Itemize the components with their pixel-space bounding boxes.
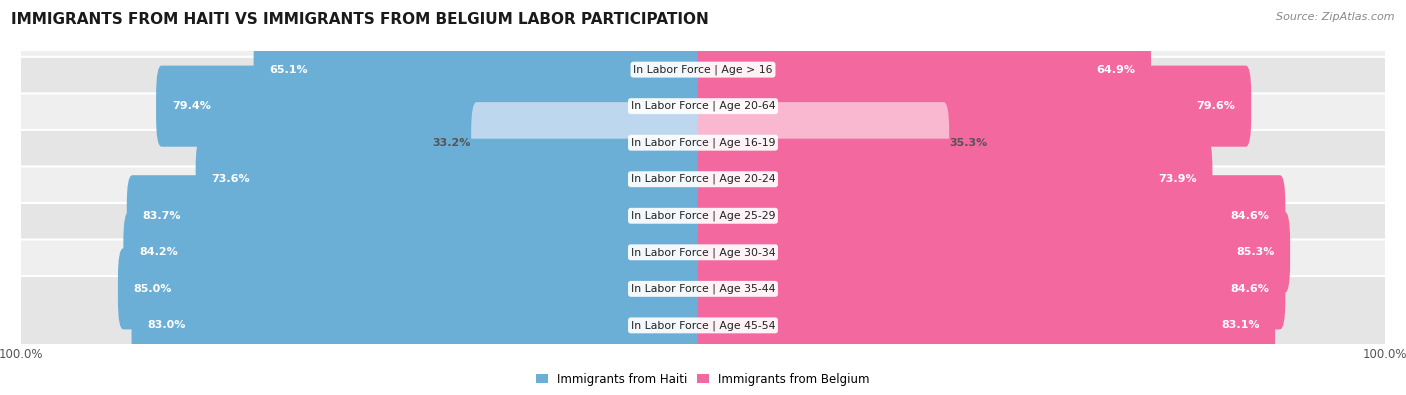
FancyBboxPatch shape xyxy=(195,139,709,220)
FancyBboxPatch shape xyxy=(697,248,1285,329)
Text: In Labor Force | Age 25-29: In Labor Force | Age 25-29 xyxy=(631,211,775,221)
Text: 35.3%: 35.3% xyxy=(949,138,987,148)
FancyBboxPatch shape xyxy=(14,20,1392,119)
FancyBboxPatch shape xyxy=(124,212,709,293)
FancyBboxPatch shape xyxy=(253,29,709,110)
Text: 83.1%: 83.1% xyxy=(1220,320,1260,330)
FancyBboxPatch shape xyxy=(14,203,1392,302)
FancyBboxPatch shape xyxy=(14,130,1392,229)
Text: 64.9%: 64.9% xyxy=(1097,65,1135,75)
FancyBboxPatch shape xyxy=(697,29,1152,110)
Text: 73.9%: 73.9% xyxy=(1159,174,1197,184)
FancyBboxPatch shape xyxy=(118,248,709,329)
Text: 73.6%: 73.6% xyxy=(211,174,250,184)
Text: 65.1%: 65.1% xyxy=(270,65,308,75)
FancyBboxPatch shape xyxy=(156,66,709,147)
FancyBboxPatch shape xyxy=(14,276,1392,375)
FancyBboxPatch shape xyxy=(14,239,1392,338)
FancyBboxPatch shape xyxy=(132,285,709,366)
Text: 85.0%: 85.0% xyxy=(134,284,172,294)
Text: 83.7%: 83.7% xyxy=(142,211,181,221)
FancyBboxPatch shape xyxy=(697,175,1285,256)
Text: 84.2%: 84.2% xyxy=(139,247,177,257)
FancyBboxPatch shape xyxy=(14,93,1392,192)
Text: IMMIGRANTS FROM HAITI VS IMMIGRANTS FROM BELGIUM LABOR PARTICIPATION: IMMIGRANTS FROM HAITI VS IMMIGRANTS FROM… xyxy=(11,12,709,27)
FancyBboxPatch shape xyxy=(697,285,1275,366)
FancyBboxPatch shape xyxy=(471,102,709,183)
Text: 84.6%: 84.6% xyxy=(1230,211,1270,221)
Text: 79.4%: 79.4% xyxy=(172,101,211,111)
Text: Source: ZipAtlas.com: Source: ZipAtlas.com xyxy=(1277,12,1395,22)
FancyBboxPatch shape xyxy=(697,66,1251,147)
FancyBboxPatch shape xyxy=(127,175,709,256)
Text: In Labor Force | Age > 16: In Labor Force | Age > 16 xyxy=(633,64,773,75)
Text: In Labor Force | Age 30-34: In Labor Force | Age 30-34 xyxy=(631,247,775,258)
FancyBboxPatch shape xyxy=(14,166,1392,265)
FancyBboxPatch shape xyxy=(697,212,1291,293)
Text: 85.3%: 85.3% xyxy=(1236,247,1274,257)
Text: 84.6%: 84.6% xyxy=(1230,284,1270,294)
FancyBboxPatch shape xyxy=(697,139,1212,220)
Text: In Labor Force | Age 20-64: In Labor Force | Age 20-64 xyxy=(631,101,775,111)
Text: 79.6%: 79.6% xyxy=(1197,101,1236,111)
FancyBboxPatch shape xyxy=(697,102,949,183)
Text: 33.2%: 33.2% xyxy=(433,138,471,148)
Text: In Labor Force | Age 16-19: In Labor Force | Age 16-19 xyxy=(631,137,775,148)
Text: In Labor Force | Age 20-24: In Labor Force | Age 20-24 xyxy=(631,174,775,184)
Legend: Immigrants from Haiti, Immigrants from Belgium: Immigrants from Haiti, Immigrants from B… xyxy=(531,368,875,390)
Text: 83.0%: 83.0% xyxy=(148,320,186,330)
FancyBboxPatch shape xyxy=(14,57,1392,156)
Text: In Labor Force | Age 35-44: In Labor Force | Age 35-44 xyxy=(631,284,775,294)
Text: In Labor Force | Age 45-54: In Labor Force | Age 45-54 xyxy=(631,320,775,331)
